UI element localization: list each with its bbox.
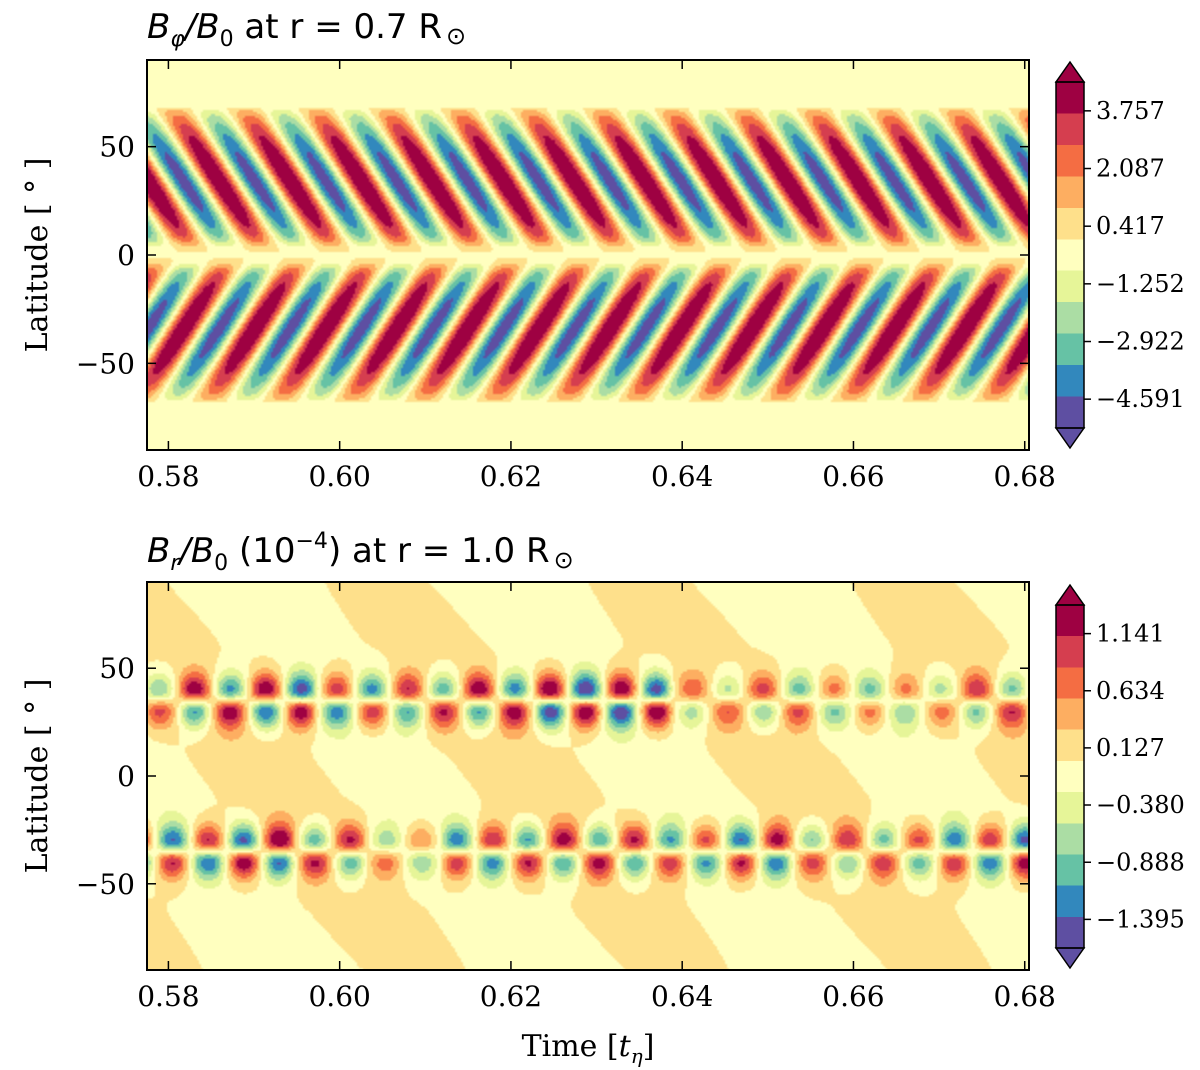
x-tick-label: 0.62 xyxy=(480,460,542,493)
colorbar-bottom xyxy=(1056,605,1084,948)
colorbar-tick-label: −0.380 xyxy=(1096,791,1185,819)
colorbar-extend-min-bottom xyxy=(1054,947,1086,970)
x-ticks-top: 0.58 0.60 0.62 0.64 0.66 0.68 xyxy=(137,60,1056,493)
y-tick-label: −50 xyxy=(76,868,135,901)
xlabel-bottom: Time [tη] xyxy=(522,1029,655,1068)
colorbar-tick-label: 0.634 xyxy=(1096,677,1165,705)
y-tick-label: −50 xyxy=(76,347,135,380)
colorbar-ticks-top: 3.757 2.087 0.417 −1.252 −2.922 −4.591 xyxy=(1084,97,1185,413)
x-tick-label: 0.68 xyxy=(994,460,1056,493)
heatmap-bottom xyxy=(147,582,1029,970)
title-bottom: Br/B0 (10−4) at r = 1.0 R ⊙ xyxy=(147,529,574,576)
y-tick-label: 0 xyxy=(117,760,135,793)
colorbar-tick-label: −2.922 xyxy=(1096,328,1185,356)
colorbar-tick-label: 0.127 xyxy=(1096,734,1165,762)
x-ticks-bottom: 0.58 0.60 0.62 0.64 0.66 0.68 xyxy=(137,582,1056,1013)
colorbar-tick-label: −0.888 xyxy=(1096,848,1185,876)
title-top: Bφ/B0 at r = 0.7 R ⊙ xyxy=(147,7,466,52)
colorbar-tick-label: −1.395 xyxy=(1096,905,1185,933)
y-ticks-top: 50 0 −50 xyxy=(76,131,1029,380)
ylabel-top: Latitude [ ° ] xyxy=(20,158,55,353)
x-tick-label: 0.60 xyxy=(308,460,370,493)
x-tick-label: 0.66 xyxy=(822,980,884,1013)
panel-bottom: Br/B0 (10−4) at r = 1.0 R ⊙ 0.58 0.60 0.62 0… xyxy=(20,529,1185,1068)
colorbar-extend-max-bottom xyxy=(1054,583,1086,606)
colorbar-extend-min-top xyxy=(1054,427,1086,450)
y-tick-label: 50 xyxy=(99,131,135,164)
colorbar-top xyxy=(1056,82,1084,428)
y-ticks-bottom: 50 0 −50 xyxy=(76,652,1029,901)
y-tick-label: 50 xyxy=(99,652,135,685)
x-tick-label: 0.66 xyxy=(822,460,884,493)
colorbar-tick-label: 2.087 xyxy=(1096,155,1165,183)
x-tick-label: 0.64 xyxy=(651,980,713,1013)
panel-top: Bφ/B0 at r = 0.7 R ⊙ 0.58 0.60 0.62 0.64 0.66… xyxy=(20,7,1185,493)
x-tick-label: 0.68 xyxy=(994,980,1056,1013)
colorbar-tick-label: 0.417 xyxy=(1096,212,1165,240)
colorbar-tick-label: 1.141 xyxy=(1096,620,1165,648)
colorbar-extend-max-top xyxy=(1054,60,1086,83)
x-tick-label: 0.58 xyxy=(137,460,199,493)
x-tick-label: 0.60 xyxy=(308,980,370,1013)
colorbar-tick-label: −1.252 xyxy=(1096,270,1185,298)
colorbar-frame-bottom xyxy=(1055,604,1085,949)
colorbar-ticks-bottom: 1.141 0.634 0.127 −0.380 −0.888 −1.395 xyxy=(1084,620,1185,933)
colorbar-frame-top xyxy=(1055,81,1085,429)
colorbar-tick-label: −4.591 xyxy=(1096,385,1185,413)
x-tick-label: 0.64 xyxy=(651,460,713,493)
ylabel-bottom: Latitude [ ° ] xyxy=(20,679,55,874)
x-tick-label: 0.58 xyxy=(137,980,199,1013)
x-tick-label: 0.62 xyxy=(480,980,542,1013)
y-tick-label: 0 xyxy=(117,239,135,272)
heatmap-top xyxy=(147,60,1029,450)
colorbar-tick-label: 3.757 xyxy=(1096,97,1165,125)
